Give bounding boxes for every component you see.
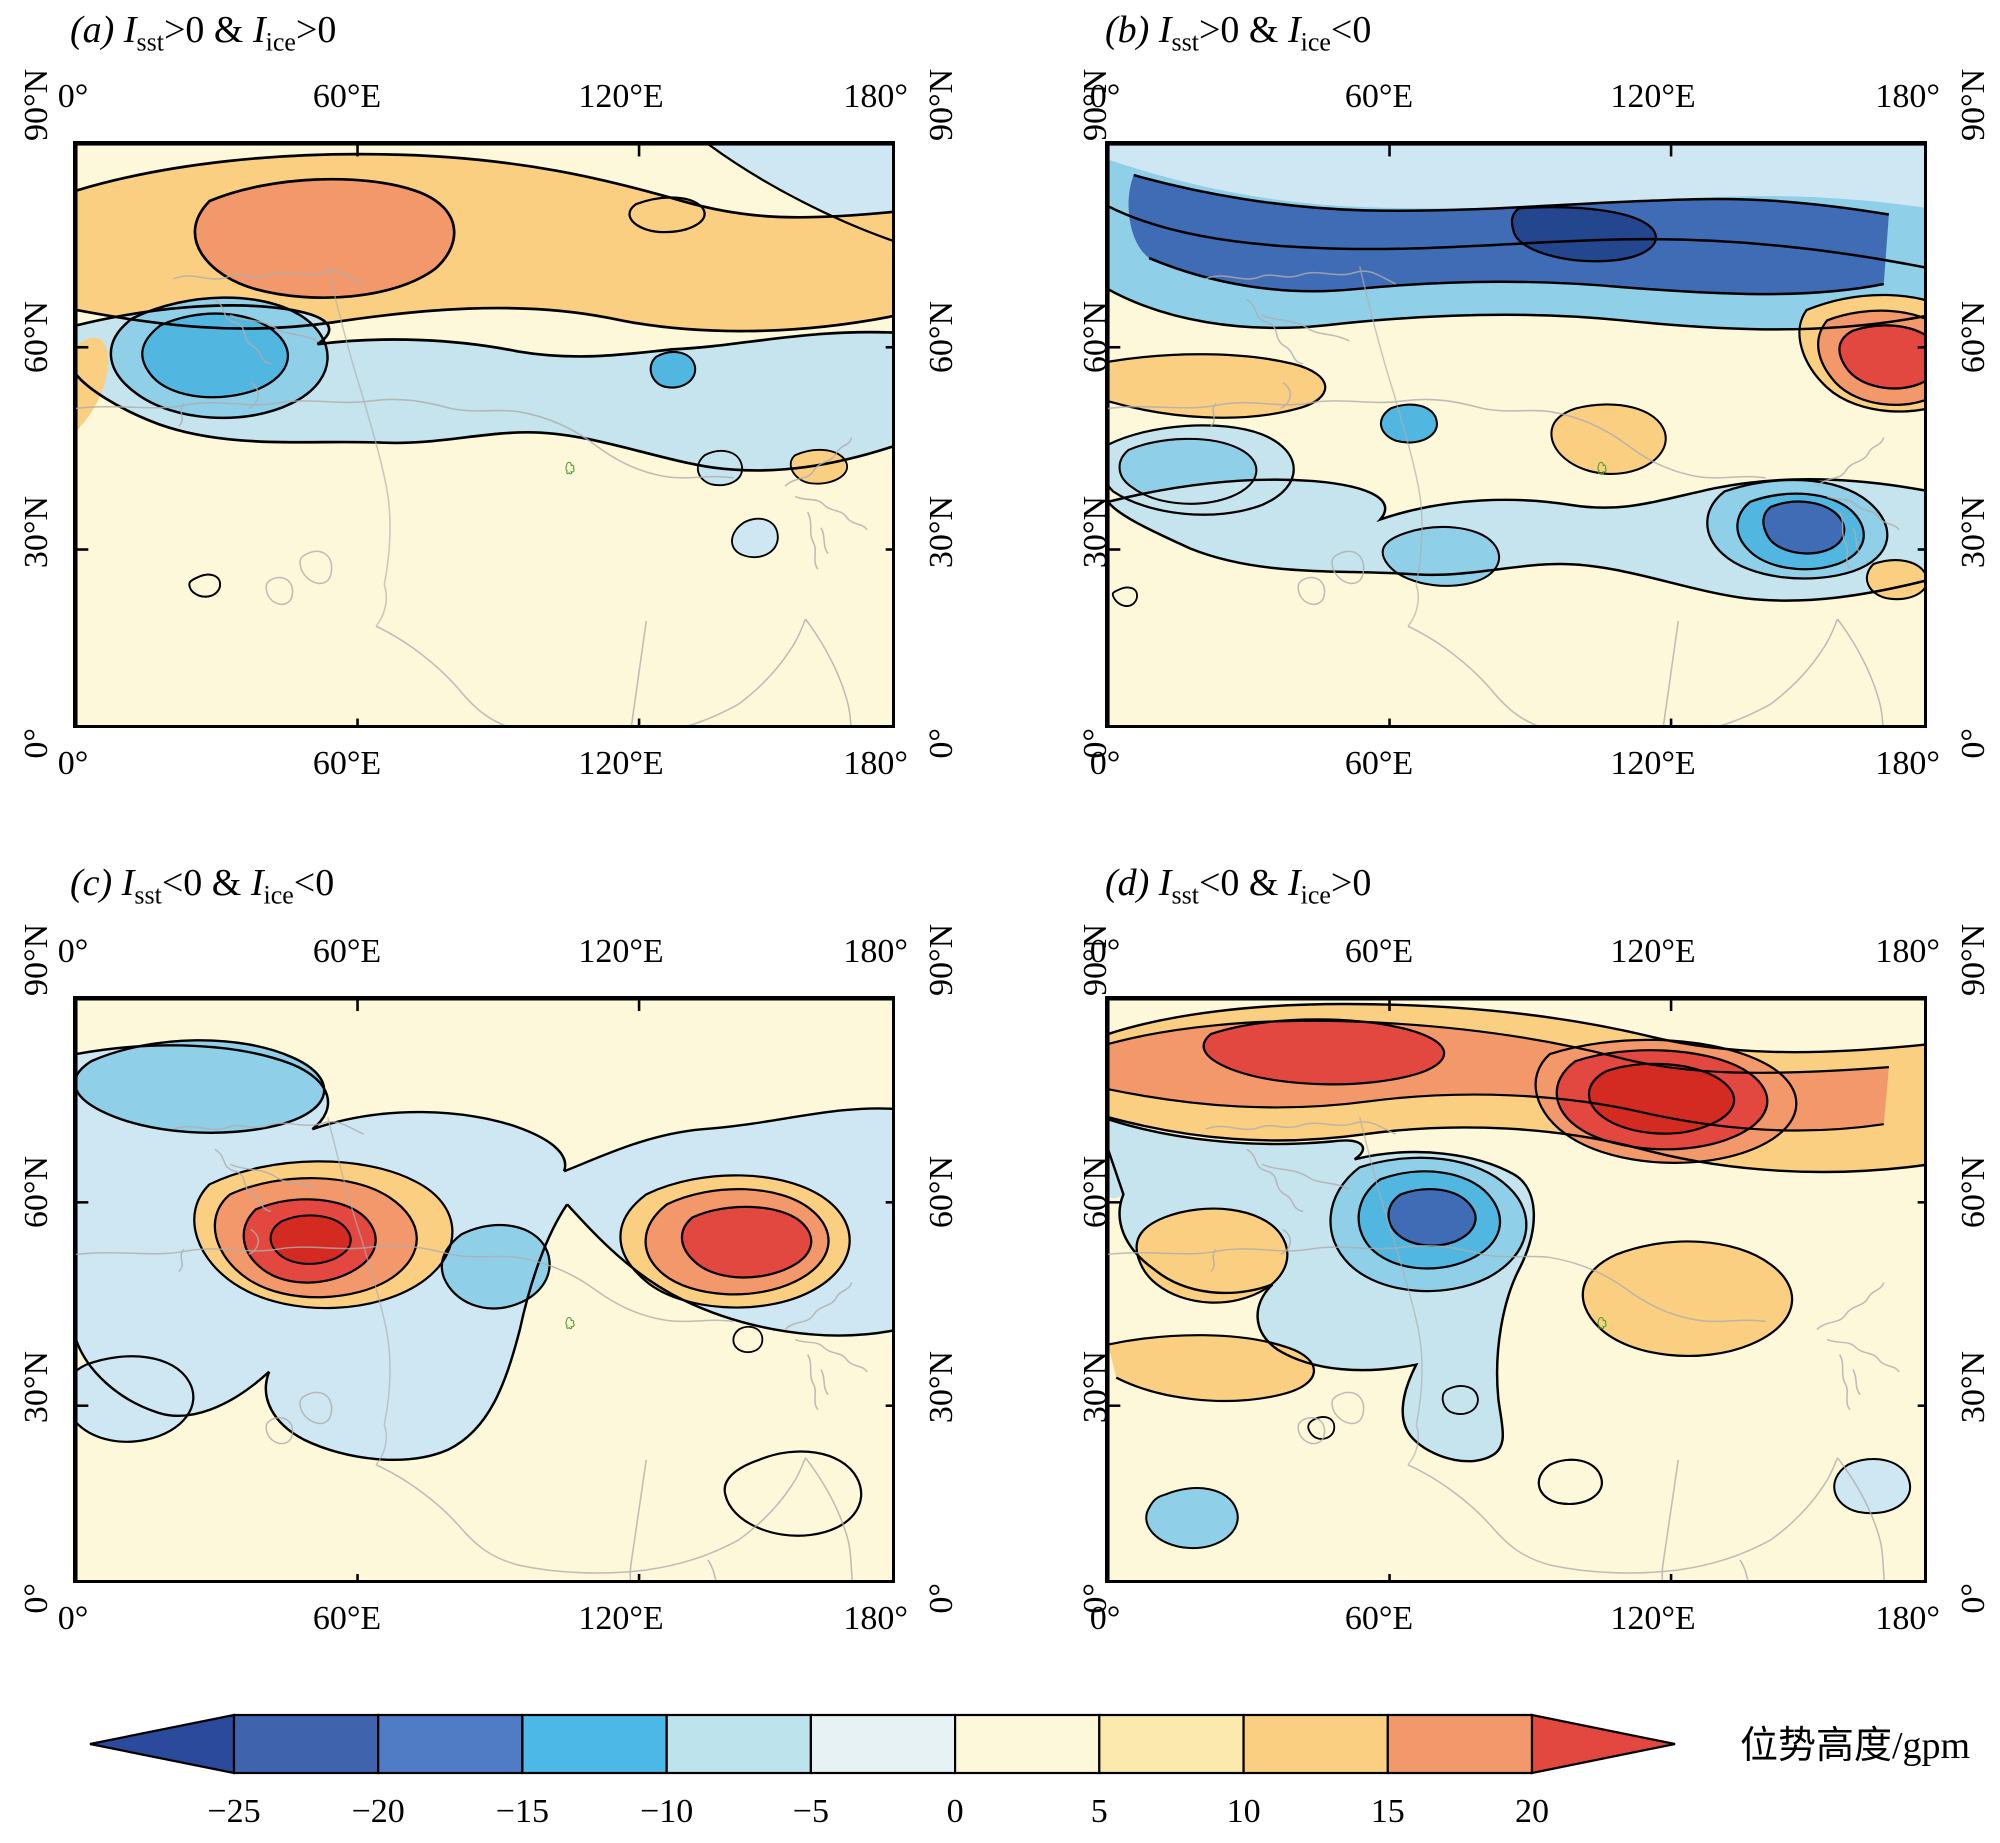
svg-text:0: 0 — [947, 1793, 964, 1830]
svg-text:−25: −25 — [207, 1793, 260, 1830]
svg-text:−5: −5 — [793, 1793, 829, 1830]
svg-text:−15: −15 — [496, 1793, 549, 1830]
svg-text:−20: −20 — [352, 1793, 405, 1830]
svg-text:10: 10 — [1227, 1793, 1261, 1830]
svg-text:5: 5 — [1091, 1793, 1108, 1830]
svg-text:−10: −10 — [640, 1793, 693, 1830]
svg-text:15: 15 — [1371, 1793, 1405, 1830]
svg-text:20: 20 — [1515, 1793, 1549, 1830]
svg-text:位势高度/gpm: 位势高度/gpm — [1740, 1725, 1970, 1767]
